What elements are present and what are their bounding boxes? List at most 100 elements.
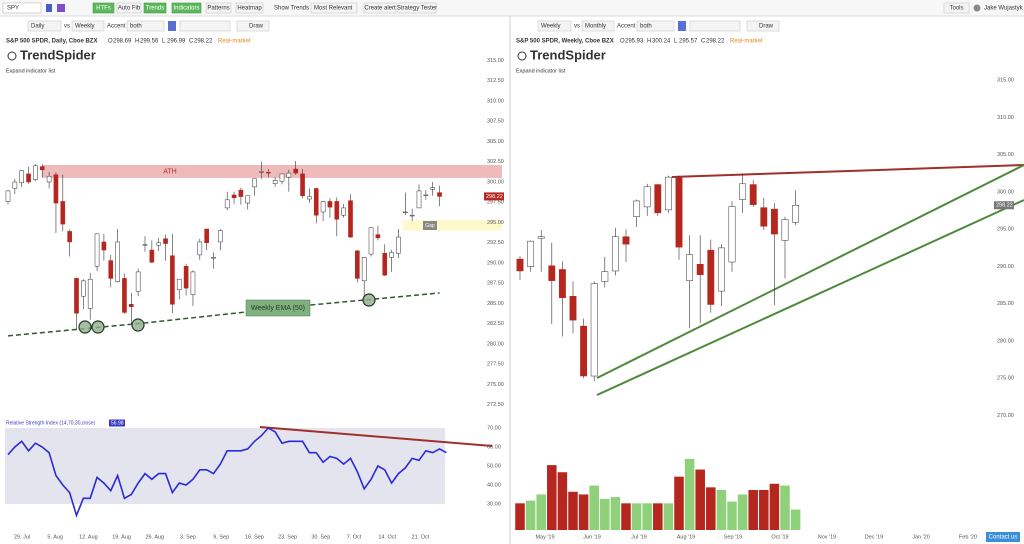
value-tag bbox=[109, 419, 125, 427]
candle-body bbox=[142, 244, 148, 246]
dropdown[interactable] bbox=[537, 20, 572, 32]
button[interactable] bbox=[92, 2, 115, 14]
x-tick-label: Jul '19 bbox=[631, 534, 647, 540]
expand-link[interactable]: Expand indicator list bbox=[6, 68, 56, 74]
candle-body bbox=[355, 250, 360, 279]
ema-label: Weekly EMA (50) bbox=[251, 305, 305, 312]
candle-body bbox=[74, 278, 79, 314]
button[interactable] bbox=[943, 2, 970, 14]
y-tick-label: 310.00 bbox=[487, 98, 504, 104]
dropdown-label: Most Relevant bbox=[314, 6, 353, 12]
button[interactable] bbox=[746, 20, 780, 32]
volume-bar bbox=[759, 490, 769, 530]
button[interactable] bbox=[363, 2, 397, 14]
candle-body bbox=[149, 249, 155, 263]
candle-body bbox=[224, 199, 230, 209]
y-tick-label: 290.00 bbox=[487, 260, 504, 266]
icon[interactable] bbox=[678, 21, 686, 31]
button[interactable] bbox=[116, 2, 142, 14]
x-tick-label: 7. Oct bbox=[347, 534, 362, 540]
price-tag-label: 298.22 bbox=[996, 203, 1013, 209]
candle-body bbox=[792, 205, 800, 223]
timeframe: Weekly bbox=[541, 24, 561, 30]
button-label: Create alert bbox=[364, 6, 396, 12]
x-tick-label: Feb '20 bbox=[959, 534, 977, 540]
candle-body bbox=[368, 227, 374, 255]
logo-icon bbox=[7, 51, 17, 61]
accent: both bbox=[130, 24, 142, 30]
y-tick-label: 60.00 bbox=[487, 444, 501, 450]
volume-bar bbox=[621, 503, 631, 530]
y-tick-label: 285.00 bbox=[487, 301, 504, 307]
button-label: Indicators bbox=[173, 6, 199, 12]
candle-body bbox=[259, 171, 264, 173]
dropdown[interactable] bbox=[581, 20, 615, 32]
trendline bbox=[596, 199, 1024, 396]
button[interactable] bbox=[205, 2, 232, 14]
volume-bar bbox=[578, 494, 589, 530]
dropdown[interactable] bbox=[126, 20, 165, 32]
expand-link[interactable]: Expand indicator list bbox=[516, 68, 566, 74]
x-tick-label: 14. Oct bbox=[378, 534, 396, 540]
logo-icon bbox=[517, 51, 527, 61]
y-tick-label: 307.50 bbox=[487, 119, 504, 125]
gap-label: Gap bbox=[425, 223, 435, 229]
avatar[interactable] bbox=[973, 4, 981, 12]
button-label: Strategy Tester bbox=[397, 6, 437, 12]
trendline bbox=[596, 164, 1024, 379]
band bbox=[42, 164, 502, 178]
button[interactable] bbox=[397, 2, 437, 14]
contact-button[interactable] bbox=[986, 532, 1020, 542]
price-tag-label: 298.22 bbox=[486, 194, 503, 200]
y-tick-label: 275.00 bbox=[997, 376, 1014, 382]
candle-body bbox=[81, 280, 86, 297]
ohlc-value: 299.56 bbox=[140, 39, 159, 45]
accent: both bbox=[640, 24, 652, 30]
y-tick-label: 315.00 bbox=[997, 78, 1014, 84]
candle-body bbox=[654, 184, 662, 214]
label: Show Trends bbox=[274, 6, 309, 12]
symbol-input[interactable] bbox=[2, 2, 42, 14]
volume-bar bbox=[557, 472, 568, 530]
y-tick-label: 70.00 bbox=[487, 425, 501, 431]
candle-body bbox=[265, 172, 271, 174]
ohlc-key: H bbox=[647, 39, 651, 45]
x-tick-label: 19. Aug bbox=[112, 534, 131, 540]
contact-label: Contact us bbox=[989, 535, 1018, 541]
ohlc-key: L bbox=[674, 39, 678, 45]
button[interactable] bbox=[171, 2, 202, 14]
candle-body bbox=[601, 271, 609, 282]
dropdown[interactable] bbox=[27, 20, 62, 32]
dropdown[interactable] bbox=[71, 20, 105, 32]
volume-bar bbox=[536, 494, 546, 530]
tools[interactable] bbox=[689, 20, 741, 32]
candle-body bbox=[26, 173, 31, 183]
candle-body bbox=[53, 174, 59, 204]
vs: vs bbox=[64, 24, 70, 30]
icon[interactable] bbox=[57, 4, 65, 12]
candle-body bbox=[170, 255, 175, 305]
y-tick-label: 292.50 bbox=[487, 240, 504, 246]
icon[interactable] bbox=[168, 21, 176, 31]
button[interactable] bbox=[143, 2, 167, 14]
ohlc-key: O bbox=[620, 39, 625, 45]
y-tick-label: 280.00 bbox=[997, 338, 1014, 344]
y-tick-label: 297.50 bbox=[487, 200, 504, 206]
x-tick-label: Jun '19 bbox=[583, 534, 601, 540]
y-tick-label: 277.50 bbox=[487, 362, 504, 368]
ohlc-value: 296.99 bbox=[167, 39, 186, 45]
candle-body bbox=[675, 177, 683, 248]
icon[interactable] bbox=[46, 4, 52, 12]
candle-body bbox=[590, 283, 598, 377]
dropdown[interactable] bbox=[310, 2, 358, 14]
button[interactable] bbox=[236, 20, 270, 32]
symbol: SPY bbox=[7, 6, 19, 12]
button[interactable] bbox=[235, 2, 264, 14]
candle-body bbox=[334, 201, 340, 220]
tools[interactable] bbox=[179, 20, 231, 32]
button-label: Patterns bbox=[207, 6, 229, 12]
y-tick-label: 295.00 bbox=[997, 227, 1014, 233]
candle-body bbox=[643, 186, 651, 208]
dropdown[interactable] bbox=[636, 20, 675, 32]
candle-body bbox=[46, 176, 52, 183]
